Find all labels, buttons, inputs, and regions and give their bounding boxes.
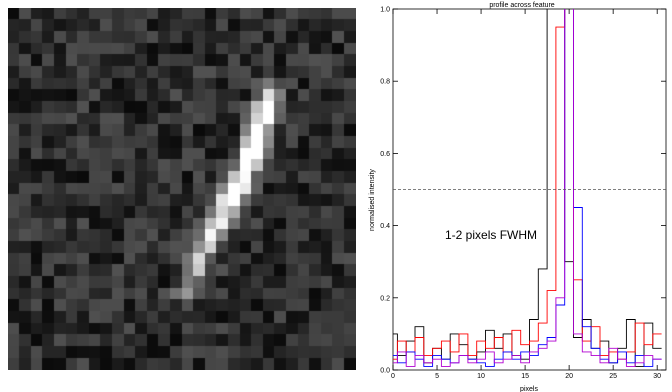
series-layer [393,9,662,367]
y-tick-label: 0.0 [380,368,390,375]
x-axis-label: pixels [520,386,538,392]
chart-title: profile across feature [489,2,554,9]
fwhm-annotation: 1-2 pixels FWHM [445,228,537,242]
x-axis: 0 5 10 15 20 25 30 [391,9,661,380]
y-tick-label: 0.4 [380,223,390,230]
x-tick-label: 10 [477,373,485,380]
y-tick-label: 0.8 [380,79,390,86]
profile-series-3 [393,9,662,367]
y-axis-label: normalised intensity [369,169,376,231]
x-tick-label: 15 [521,373,529,380]
profile-series-4 [393,9,662,367]
x-tick-label: 25 [609,373,617,380]
y-axis: 0.0 0.2 0.4 0.6 0.8 1.0 [380,7,666,375]
profile-chart: profile across feature 0.0 0.2 0.4 0.6 0.8 1.… [369,2,667,392]
y-tick-label: 0.6 [380,151,390,158]
y-tick-label: 1.0 [380,7,390,14]
pixel-intensity-image [8,8,356,370]
x-tick-label: 0 [391,373,395,380]
x-tick-label: 20 [565,373,573,380]
x-tick-label: 30 [653,373,661,380]
x-tick-label: 5 [435,373,439,380]
y-tick-label: 0.2 [380,295,390,302]
profile-series-2 [393,9,662,360]
profile-series-1 [393,9,662,367]
